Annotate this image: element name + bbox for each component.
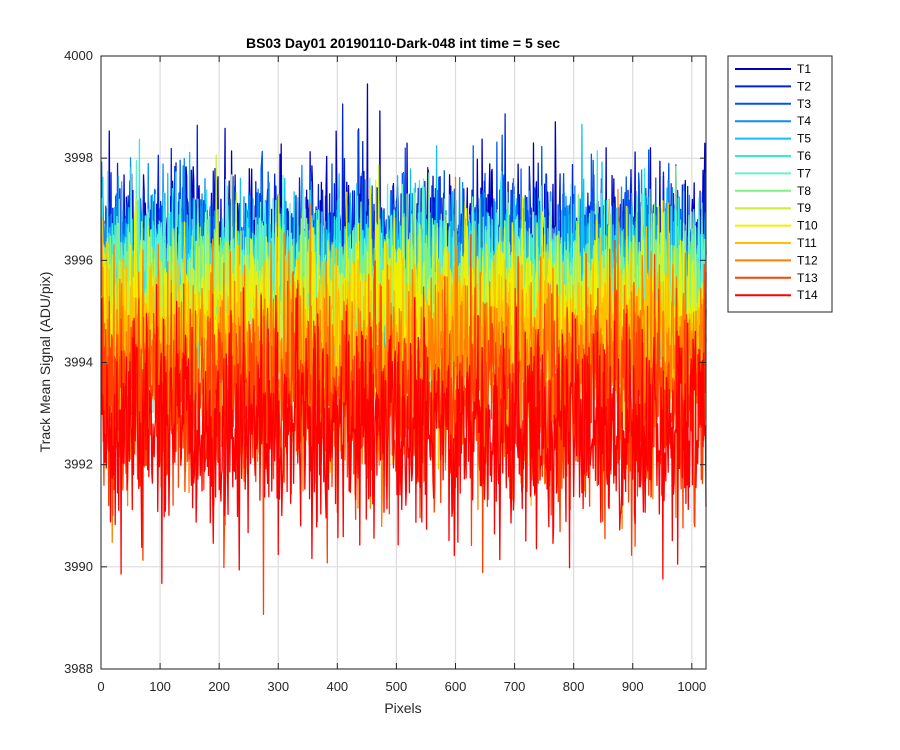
legend-label-t1: T1	[797, 62, 811, 76]
legend-label-t6: T6	[797, 149, 811, 163]
y-tick-label: 3988	[64, 661, 93, 676]
x-tick-label: 200	[208, 679, 230, 694]
axis-ticks: 0 100 200 300 400 500 600 700 800 900 1000 3988 3990…	[64, 48, 706, 694]
legend-label-t8: T8	[797, 184, 811, 198]
series-line-t13	[100, 233, 707, 615]
y-tick-label: 3998	[64, 150, 93, 165]
x-axis-label: Pixels	[384, 700, 421, 716]
series-line-t14	[100, 284, 707, 584]
legend-label-t4: T4	[797, 114, 811, 128]
legend: T1 T2 T3 T4 T5 T6 T7 T8 T9 T10 T11 T12 T13 T14	[727, 55, 833, 313]
y-tick-label: 3994	[64, 355, 93, 370]
legend-label-t10: T10	[797, 219, 818, 233]
y-tick-label: 3992	[64, 457, 93, 472]
x-tick-label: 600	[445, 679, 467, 694]
x-tick-label: 300	[267, 679, 289, 694]
y-tick-label: 3990	[64, 559, 93, 574]
legend-label-t2: T2	[797, 79, 811, 93]
y-tick-label: 3996	[64, 252, 93, 267]
legend-label-t14: T14	[797, 288, 818, 302]
x-tick-label: 0	[97, 679, 104, 694]
y-tick-label: 4000	[64, 48, 93, 63]
x-tick-label: 1000	[677, 679, 706, 694]
x-tick-label: 800	[563, 679, 585, 694]
x-tick-label: 700	[504, 679, 526, 694]
x-tick-label: 500	[386, 679, 408, 694]
x-tick-label: 100	[149, 679, 171, 694]
legend-label-t7: T7	[797, 166, 811, 180]
legend-label-t3: T3	[797, 97, 811, 111]
y-axis-label: Track Mean Signal (ADU/pix)	[37, 272, 53, 453]
legend-label-t9: T9	[797, 201, 811, 215]
x-tick-label: 400	[326, 679, 348, 694]
x-tick-label: 900	[622, 679, 644, 694]
legend-label-t13: T13	[797, 271, 818, 285]
legend-label-t5: T5	[797, 132, 811, 146]
legend-label-t12: T12	[797, 253, 818, 267]
series-lines	[100, 83, 707, 615]
legend-label-t11: T11	[797, 236, 817, 250]
chart-title: BS03 Day01 20190110-Dark-048 int time = …	[246, 35, 560, 51]
legend-box	[727, 55, 833, 313]
